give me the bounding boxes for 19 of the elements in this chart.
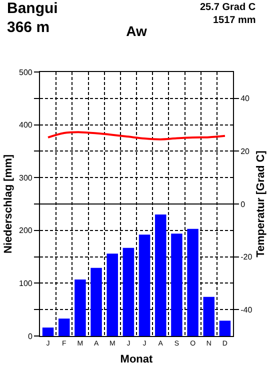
y2-tick-label: -40 bbox=[240, 305, 253, 314]
y2-axis-title: Temperatur [Grad C] bbox=[254, 150, 267, 258]
y-tick-label: 400 bbox=[19, 120, 33, 130]
y-tick-label: 300 bbox=[19, 173, 33, 182]
y2-tick-label: -20 bbox=[240, 252, 253, 262]
y-tick-label: 0 bbox=[28, 332, 33, 341]
y2-tick-label: 20 bbox=[240, 147, 250, 156]
text: 366 m bbox=[7, 19, 50, 36]
y2-tick-label: 0 bbox=[240, 200, 246, 209]
y2-tick-label: 40 bbox=[240, 94, 250, 104]
y-tick-label: 100 bbox=[19, 279, 33, 288]
y-tick-label: 500 bbox=[19, 68, 33, 77]
text: 1517 mm bbox=[213, 15, 256, 26]
y-axis-title: Niederschlag [mm] bbox=[2, 154, 15, 254]
chart-title: Aw bbox=[126, 23, 147, 39]
text: Bangui bbox=[7, 0, 58, 17]
x-axis-title: Monat bbox=[120, 354, 154, 366]
y-tick-label: 200 bbox=[19, 226, 33, 236]
text: 25.7 Grad C bbox=[200, 2, 256, 13]
